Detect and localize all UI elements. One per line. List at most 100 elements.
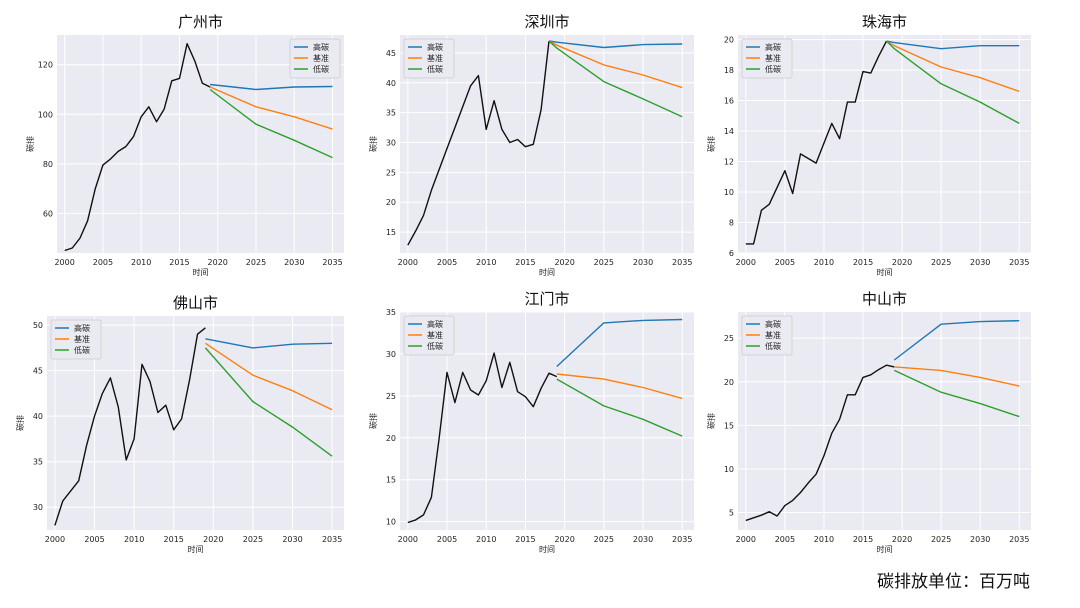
x-axis-label: 时间 [877,267,893,277]
y-tick-label: 80 [43,160,53,169]
y-tick-label: 10 [724,465,734,474]
y-axis-label: 碳排 [368,413,378,429]
y-axis-label: 碳排 [25,136,35,152]
x-tick-label: 2000 [54,258,74,267]
x-tick-label: 2005 [437,535,457,544]
x-tick-label: 2015 [164,535,184,544]
series-line-low [209,88,333,159]
y-tick-label: 20 [724,36,734,45]
series-line-high [886,40,1020,50]
x-tick-label: 2030 [284,258,304,267]
y-tick-label: 45 [33,367,43,376]
x-tick-label: 2000 [398,258,418,267]
series-line-history [407,352,558,524]
x-tick-label: 2035 [1009,258,1029,267]
series-line-high [205,338,333,349]
x-tick-label: 2020 [554,258,574,267]
series-line-baseline [205,342,333,411]
x-tick-label: 2000 [736,535,756,544]
series-line-low [556,378,683,437]
y-tick-label: 40 [386,79,396,88]
chart-title: 深圳市 [524,13,569,31]
series-line-high [556,318,683,368]
y-axis-label: 碳排 [706,136,716,152]
legend-label-high: 高碳 [313,42,329,52]
x-tick-label: 2015 [515,535,535,544]
x-tick-label: 2010 [131,258,151,267]
y-tick-label: 50 [33,321,43,330]
y-tick-label: 20 [386,434,396,443]
y-tick-label: 12 [724,158,734,167]
series-line-baseline [886,40,1020,93]
legend-label-low: 低碳 [74,345,90,355]
legend-label-high: 高碳 [427,42,443,52]
y-tick-label: 30 [33,503,43,512]
x-tick-label: 2005 [775,258,795,267]
y-tick-label: 120 [38,61,53,70]
x-tick-label: 2010 [814,535,834,544]
y-tick-label: 45 [386,49,396,58]
x-axis-label: 时间 [539,544,555,554]
x-tick-label: 2030 [970,535,990,544]
y-tick-label: 35 [386,308,396,317]
legend-label-baseline: 基准 [427,53,443,63]
series-line-history [54,327,206,526]
series-line-low [886,40,1020,125]
series-line-low [548,40,683,118]
y-axis-label: 碳排 [706,413,716,429]
y-tick-label: 15 [386,476,396,485]
legend-label-high: 高碳 [74,323,90,333]
series-line-high [210,83,333,91]
x-tick-label: 2025 [246,258,266,267]
series-line-low [204,347,333,457]
x-axis-label: 时间 [188,544,204,554]
x-tick-label: 2030 [633,535,653,544]
legend-label-baseline: 基准 [765,330,781,340]
x-axis-label: 时间 [193,267,209,277]
x-tick-label: 2020 [892,535,912,544]
legend-label-low: 低碳 [427,64,443,74]
x-tick-label: 2005 [437,258,457,267]
x-tick-label: 2035 [672,535,692,544]
legend-label-low: 低碳 [427,341,443,351]
chart-6: 2000 2005 2010 2015 2020 2025 2030 203551015202… [706,290,1031,554]
x-tick-label: 2005 [93,258,113,267]
series-line-baseline [548,40,683,89]
x-tick-label: 2005 [775,535,795,544]
y-axis-label: 碳排 [15,415,25,431]
series-line-history [745,40,888,245]
legend-label-baseline: 基准 [427,330,443,340]
chart-1: 2000 2005 2010 2015 2020 2025 2030 2035 60 80 100 1… [25,13,344,277]
y-tick-label: 10 [724,188,734,197]
y-tick-label: 20 [386,198,396,207]
x-tick-label: 2015 [169,258,189,267]
chart-title: 中山市 [862,290,907,308]
legend-label-high: 高碳 [427,319,443,329]
x-tick-label: 2010 [476,258,496,267]
series-line-high [893,320,1020,361]
series-line-history [407,40,550,246]
x-tick-label: 2000 [45,535,65,544]
chart-4: 2000 2005 2010 2015 2020 2025 2030 2035 30 35 40 45… [15,294,344,554]
y-tick-label: 60 [43,209,53,218]
x-tick-label: 2010 [814,258,834,267]
chart-title: 珠海市 [862,13,907,31]
legend-label-high: 高碳 [765,42,781,52]
x-tick-label: 2030 [282,535,302,544]
x-tick-label: 2025 [594,258,614,267]
series-line-history [64,43,211,252]
x-tick-label: 2005 [84,535,104,544]
y-tick-label: 35 [33,458,43,467]
y-tick-label: 14 [724,127,734,136]
y-tick-label: 18 [724,66,734,75]
x-tick-label: 2015 [853,535,873,544]
chart-title: 广州市 [178,13,223,31]
y-tick-label: 16 [724,97,734,106]
chart-3: 2000 2005 2010 2015 2020 2025 2030 2035 6 8 10 12 14… [706,13,1031,277]
